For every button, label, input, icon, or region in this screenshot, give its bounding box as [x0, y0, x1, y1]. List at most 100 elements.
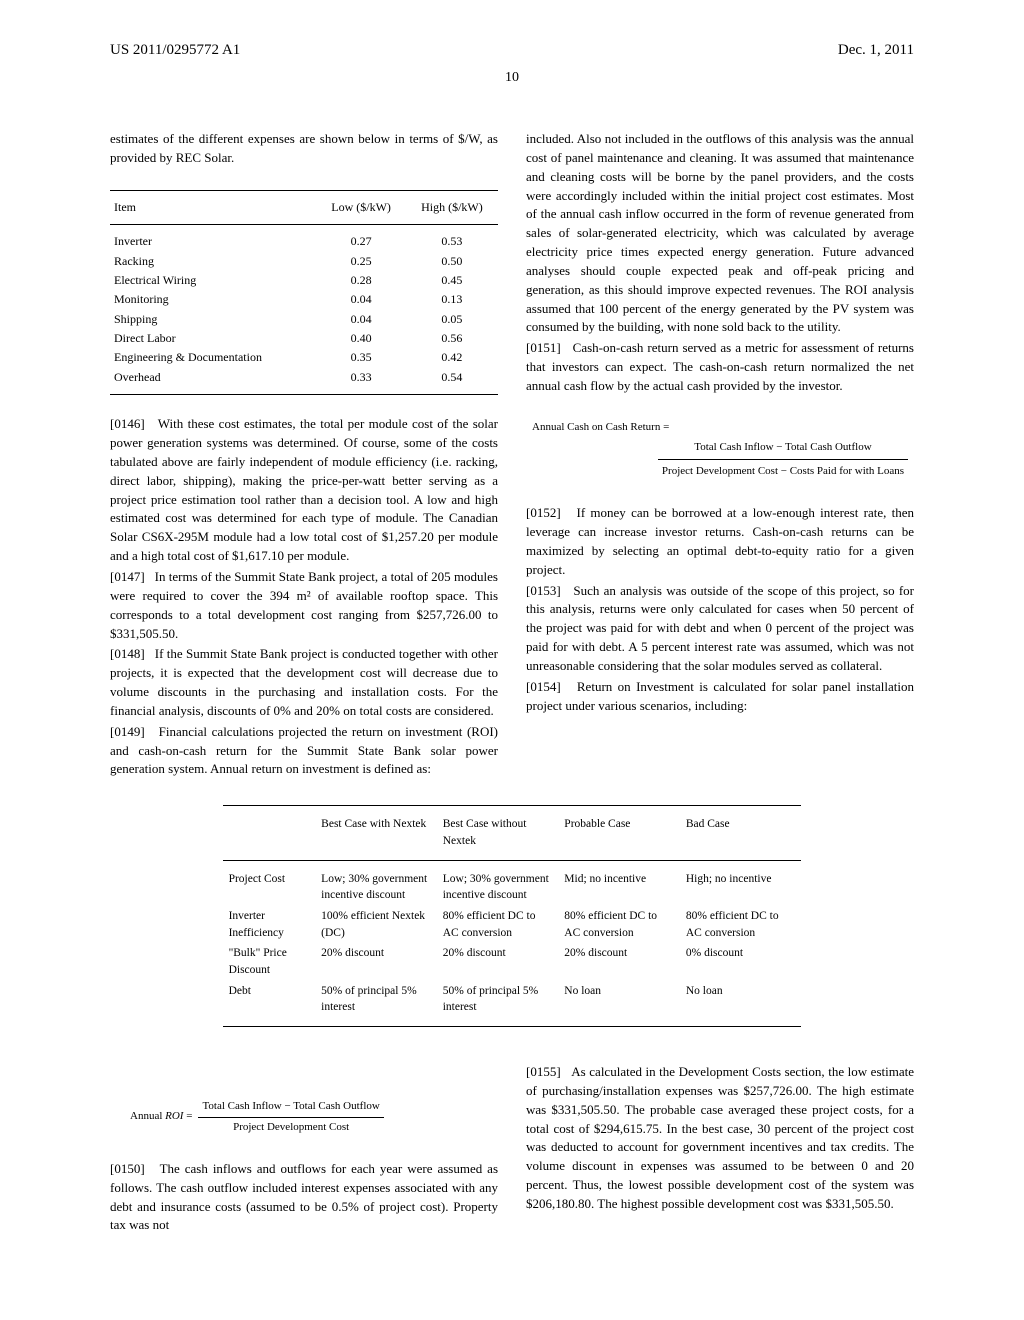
- publication-date: Dec. 1, 2011: [838, 40, 914, 62]
- cost-table: Item Low ($/kW) High ($/kW) Inverter0.27…: [110, 190, 498, 396]
- paragraph-0150: [0150] The cash inflows and outflows for…: [110, 1160, 498, 1235]
- formula-denominator: Project Development Cost − Costs Paid fo…: [658, 460, 908, 482]
- cost-low: 0.40: [316, 329, 406, 348]
- cost-high: 0.53: [406, 225, 498, 252]
- table-row: Debt50% of principal 5% interest50% of p…: [223, 981, 802, 1027]
- para-num: [0150]: [110, 1161, 145, 1176]
- scenario-col-0: [223, 806, 316, 860]
- paragraph-0152: [0152] If money can be borrowed at a low…: [526, 504, 914, 579]
- scenario-cell: 20% discount: [315, 943, 437, 980]
- formula-numerator: Total Cash Inflow − Total Cash Outflow: [198, 1099, 383, 1118]
- formula-lhs: Annual Cash on Cash Return =: [526, 418, 914, 438]
- para-num: [0146]: [110, 416, 145, 431]
- scenario-cell: 50% of principal 5% interest: [315, 981, 437, 1027]
- cost-low: 0.25: [316, 252, 406, 271]
- paragraph-0151: [0151] Cash-on-cash return served as a m…: [526, 339, 914, 396]
- para-num: [0149]: [110, 724, 145, 739]
- table-row: Electrical Wiring0.280.45: [110, 271, 498, 290]
- scenario-col-2: Best Case without Nextek: [437, 806, 559, 860]
- paragraph-0154: [0154] Return on Investment is calculate…: [526, 678, 914, 716]
- paragraph-0149: [0149] Financial calculations projected …: [110, 723, 498, 780]
- table-row: "Bulk" Price Discount20% discount20% dis…: [223, 943, 802, 980]
- scenario-cell: 50% of principal 5% interest: [437, 981, 559, 1027]
- table-row: Shipping0.040.05: [110, 310, 498, 329]
- formula-numerator: Total Cash Inflow − Total Cash Outflow: [658, 438, 908, 461]
- formula-cash-on-cash: Annual Cash on Cash Return = Total Cash …: [526, 418, 914, 482]
- cost-high: 0.56: [406, 329, 498, 348]
- cost-col-low: Low ($/kW): [316, 190, 406, 224]
- para-num: [0153]: [526, 583, 561, 598]
- cost-item: Electrical Wiring: [110, 271, 316, 290]
- scenario-cell: 80% efficient DC to AC conversion: [680, 906, 802, 943]
- paragraph-continuation: included. Also not included in the outfl…: [526, 130, 914, 337]
- right-column: included. Also not included in the outfl…: [526, 130, 914, 781]
- paragraph-0155: [0155] As calculated in the Development …: [526, 1063, 914, 1214]
- cost-high: 0.05: [406, 310, 498, 329]
- table-row: Engineering & Documentation0.350.42: [110, 348, 498, 367]
- para-num: [0152]: [526, 505, 561, 520]
- scenario-col-3: Probable Case: [558, 806, 680, 860]
- left-column: estimates of the different expenses are …: [110, 130, 498, 781]
- scenario-cell: 20% discount: [558, 943, 680, 980]
- cost-col-high: High ($/kW): [406, 190, 498, 224]
- cost-low: 0.35: [316, 348, 406, 367]
- para-num: [0155]: [526, 1064, 561, 1079]
- cost-high: 0.42: [406, 348, 498, 367]
- para-text: Cash-on-cash return served as a metric f…: [526, 340, 914, 393]
- cost-low: 0.33: [316, 368, 406, 395]
- formula-lhs: Annual ROI =: [130, 1109, 192, 1125]
- scenario-cell: 80% efficient DC to AC conversion: [558, 906, 680, 943]
- page-header: US 2011/0295772 A1 Dec. 1, 2011: [110, 40, 914, 62]
- table-row: Inverter0.270.53: [110, 225, 498, 252]
- formula-roi: Annual ROI = Total Cash Inflow − Total C…: [110, 1099, 498, 1136]
- para-text: The cash inflows and outflows for each y…: [110, 1161, 498, 1233]
- scenario-cell: Inverter Inefficiency: [223, 906, 316, 943]
- cost-item: Monitoring: [110, 290, 316, 309]
- scenario-cell: No loan: [558, 981, 680, 1027]
- table-row: Inverter Inefficiency100% efficient Next…: [223, 906, 802, 943]
- scenario-cell: High; no incentive: [680, 860, 802, 906]
- scenario-table: Best Case with Nextek Best Case without …: [223, 805, 802, 1027]
- para-text: Such an analysis was outside of the scop…: [526, 583, 914, 673]
- cost-high: 0.54: [406, 368, 498, 395]
- para-text: As calculated in the Development Costs s…: [526, 1064, 914, 1211]
- cost-high: 0.45: [406, 271, 498, 290]
- table-row: Monitoring0.040.13: [110, 290, 498, 309]
- cost-col-item: Item: [110, 190, 316, 224]
- scenario-cell: Low; 30% government incentive discount: [315, 860, 437, 906]
- cost-item: Shipping: [110, 310, 316, 329]
- formula-denominator: Project Development Cost: [198, 1118, 383, 1136]
- formula-fraction: Total Cash Inflow − Total Cash Outflow P…: [198, 1099, 383, 1136]
- para-text: If money can be borrowed at a low-enough…: [526, 505, 914, 577]
- publication-number: US 2011/0295772 A1: [110, 40, 240, 62]
- table-row: Overhead0.330.54: [110, 368, 498, 395]
- scenario-cell: Project Cost: [223, 860, 316, 906]
- scenario-col-1: Best Case with Nextek: [315, 806, 437, 860]
- cost-item: Direct Labor: [110, 329, 316, 348]
- table-row: Racking0.250.50: [110, 252, 498, 271]
- para-num: [0148]: [110, 646, 145, 661]
- para-text: Financial calculations projected the ret…: [110, 724, 498, 777]
- para-num: [0147]: [110, 569, 145, 584]
- paragraph-0153: [0153] Such an analysis was outside of t…: [526, 582, 914, 676]
- scenario-cell: Low; 30% government incentive discount: [437, 860, 559, 906]
- scenario-cell: 80% efficient DC to AC conversion: [437, 906, 559, 943]
- scenario-cell: No loan: [680, 981, 802, 1027]
- page-number: 10: [110, 68, 914, 88]
- cost-item: Overhead: [110, 368, 316, 395]
- para-text: With these cost estimates, the total per…: [110, 416, 498, 563]
- para-text: In terms of the Summit State Bank projec…: [110, 569, 498, 641]
- intro-text: estimates of the different expenses are …: [110, 130, 498, 168]
- table-row: Direct Labor0.400.56: [110, 329, 498, 348]
- cost-low: 0.27: [316, 225, 406, 252]
- paragraph-0146: [0146] With these cost estimates, the to…: [110, 415, 498, 566]
- scenario-cell: "Bulk" Price Discount: [223, 943, 316, 980]
- cost-item: Racking: [110, 252, 316, 271]
- cost-high: 0.50: [406, 252, 498, 271]
- cost-high: 0.13: [406, 290, 498, 309]
- scenario-cell: Debt: [223, 981, 316, 1027]
- paragraph-0147: [0147] In terms of the Summit State Bank…: [110, 568, 498, 643]
- cost-low: 0.28: [316, 271, 406, 290]
- cost-low: 0.04: [316, 290, 406, 309]
- formula-fraction: Total Cash Inflow − Total Cash Outflow P…: [658, 438, 908, 483]
